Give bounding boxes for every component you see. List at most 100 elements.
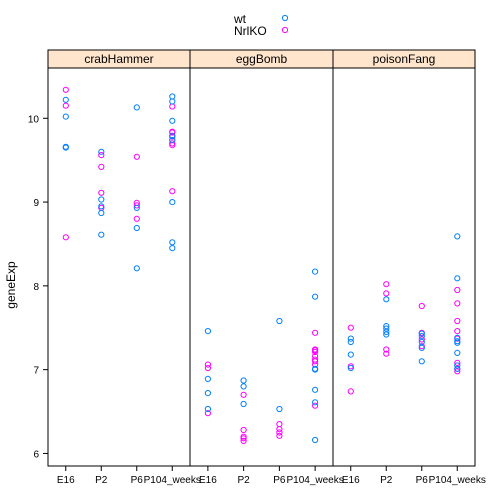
point-crabHammer-nrlko-2 — [62, 234, 69, 241]
point-eggBomb-nrlko-17 — [312, 353, 319, 360]
point-eggBomb-nrlko-3 — [240, 391, 247, 398]
point-poisonFang-wt-20 — [454, 339, 461, 346]
legend-marker-wt — [281, 14, 289, 22]
point-crabHammer-nrlko-4 — [98, 163, 105, 170]
point-eggBomb-wt-8 — [276, 405, 283, 413]
point-crabHammer-wt-11 — [133, 224, 140, 232]
point-crabHammer-wt-20 — [169, 137, 176, 144]
point-crabHammer-wt-0 — [62, 96, 69, 103]
point-poisonFang-nrlko-9 — [418, 336, 425, 343]
point-eggBomb-wt-1 — [204, 375, 211, 382]
point-crabHammer-wt-9 — [133, 104, 140, 111]
point-poisonFang-nrlko-11 — [454, 286, 461, 294]
point-crabHammer-nrlko-5 — [98, 189, 105, 196]
point-poisonFang-nrlko-13 — [454, 317, 461, 325]
point-poisonFang-nrlko-12 — [454, 300, 461, 307]
point-poisonFang-wt-11 — [418, 338, 425, 346]
point-poisonFang-wt-12 — [418, 344, 425, 351]
point-crabHammer-wt-16 — [169, 239, 176, 246]
point-crabHammer-wt-6 — [98, 203, 105, 210]
point-eggBomb-wt-2 — [204, 390, 211, 397]
panel-strip-label-crabHammer: crabHammer — [84, 52, 153, 66]
point-eggBomb-nrlko-9 — [276, 426, 283, 433]
point-crabHammer-wt-4 — [98, 148, 105, 155]
point-poisonFang-nrlko-14 — [454, 328, 461, 335]
point-poisonFang-nrlko-0 — [347, 324, 354, 331]
point-poisonFang-wt-9 — [418, 330, 425, 337]
legend-label-wt: wt — [233, 12, 247, 26]
x-tick-label-eggBomb-P6: P6 — [273, 475, 286, 486]
point-poisonFang-nrlko-3 — [383, 281, 390, 288]
point-poisonFang-nrlko-6 — [383, 350, 390, 357]
point-crabHammer-nrlko-0 — [62, 86, 69, 93]
x-tick-label-crabHammer-E16: E16 — [57, 475, 75, 486]
point-poisonFang-nrlko-7 — [418, 302, 425, 310]
point-eggBomb-nrlko-7 — [240, 437, 247, 444]
point-poisonFang-wt-0 — [347, 335, 354, 342]
panel-eggBomb: eggBomb — [189, 49, 334, 467]
point-poisonFang-wt-17 — [454, 349, 461, 356]
point-eggBomb-wt-10 — [312, 386, 319, 393]
point-crabHammer-nrlko-11 — [169, 103, 176, 110]
y-tick-label-8: 8 — [33, 282, 39, 293]
point-poisonFang-wt-14 — [454, 233, 461, 240]
point-crabHammer-wt-15 — [169, 199, 176, 206]
point-crabHammer-nrlko-3 — [98, 152, 105, 159]
point-crabHammer-wt-5 — [98, 196, 105, 203]
point-crabHammer-wt-17 — [169, 245, 176, 252]
point-poisonFang-nrlko-5 — [383, 346, 390, 353]
point-crabHammer-wt-19 — [169, 117, 176, 124]
point-poisonFang-wt-7 — [383, 328, 390, 335]
x-tick-label-crabHammer-P2: P2 — [95, 475, 108, 486]
point-poisonFang-nrlko-1 — [347, 363, 354, 370]
point-poisonFang-wt-13 — [418, 358, 425, 365]
point-eggBomb-wt-7 — [276, 317, 283, 325]
point-eggBomb-nrlko-10 — [276, 429, 283, 436]
point-poisonFang-wt-8 — [383, 331, 390, 338]
point-poisonFang-nrlko-18 — [454, 368, 461, 375]
x-tick-label-poisonFang-E16: E16 — [342, 475, 360, 486]
point-eggBomb-wt-14 — [312, 366, 319, 373]
point-crabHammer-wt-10 — [133, 204, 140, 211]
legend-marker-nrlko — [281, 26, 289, 34]
y-tick-label-6: 6 — [33, 449, 39, 460]
x-tick-label-eggBomb-P104_weeks: P104_weeks — [286, 475, 343, 486]
y-tick-label-7: 7 — [33, 366, 39, 377]
point-poisonFang-nrlko-16 — [454, 359, 461, 366]
point-poisonFang-wt-2 — [347, 351, 354, 358]
x-tick-label-eggBomb-E16: E16 — [199, 475, 217, 486]
point-poisonFang-wt-3 — [347, 364, 354, 372]
x-tick-label-poisonFang-P104_weeks: P104_weeks — [429, 475, 486, 486]
point-eggBomb-wt-15 — [312, 399, 319, 406]
point-crabHammer-nrlko-10 — [133, 215, 140, 222]
point-crabHammer-wt-13 — [169, 93, 176, 100]
point-poisonFang-wt-18 — [454, 365, 461, 372]
x-tick-label-poisonFang-P2: P2 — [380, 475, 393, 486]
point-eggBomb-wt-0 — [204, 328, 211, 335]
point-poisonFang-wt-10 — [418, 333, 425, 340]
point-crabHammer-nrlko-7 — [133, 153, 140, 160]
legend-label-nrlko: NrlKO — [234, 24, 267, 38]
point-eggBomb-wt-6 — [240, 400, 247, 408]
point-eggBomb-nrlko-1 — [204, 364, 211, 372]
x-tick-label-crabHammer-P6: P6 — [131, 475, 144, 486]
y-axis-label: geneExp — [4, 261, 18, 309]
panel-frame-eggBomb — [189, 67, 334, 467]
point-crabHammer-nrlko-15 — [169, 129, 176, 136]
point-eggBomb-wt-11 — [312, 436, 319, 444]
point-poisonFang-wt-4 — [383, 296, 390, 303]
point-poisonFang-wt-1 — [347, 338, 354, 346]
point-eggBomb-nrlko-0 — [204, 361, 211, 368]
point-eggBomb-nrlko-20 — [312, 402, 319, 409]
panel-strip-label-eggBomb: eggBomb — [236, 52, 288, 66]
point-crabHammer-wt-12 — [133, 265, 140, 272]
x-tick-label-eggBomb-P2: P2 — [238, 475, 251, 486]
panel-crabHammer: crabHammer — [47, 49, 191, 467]
point-crabHammer-wt-7 — [98, 209, 105, 217]
point-crabHammer-wt-1 — [62, 113, 69, 120]
panel-frame-poisonFang — [332, 67, 476, 467]
x-tick-label-crabHammer-P104_weeks: P104_weeks — [144, 475, 201, 486]
point-crabHammer-nrlko-19 — [169, 188, 176, 195]
